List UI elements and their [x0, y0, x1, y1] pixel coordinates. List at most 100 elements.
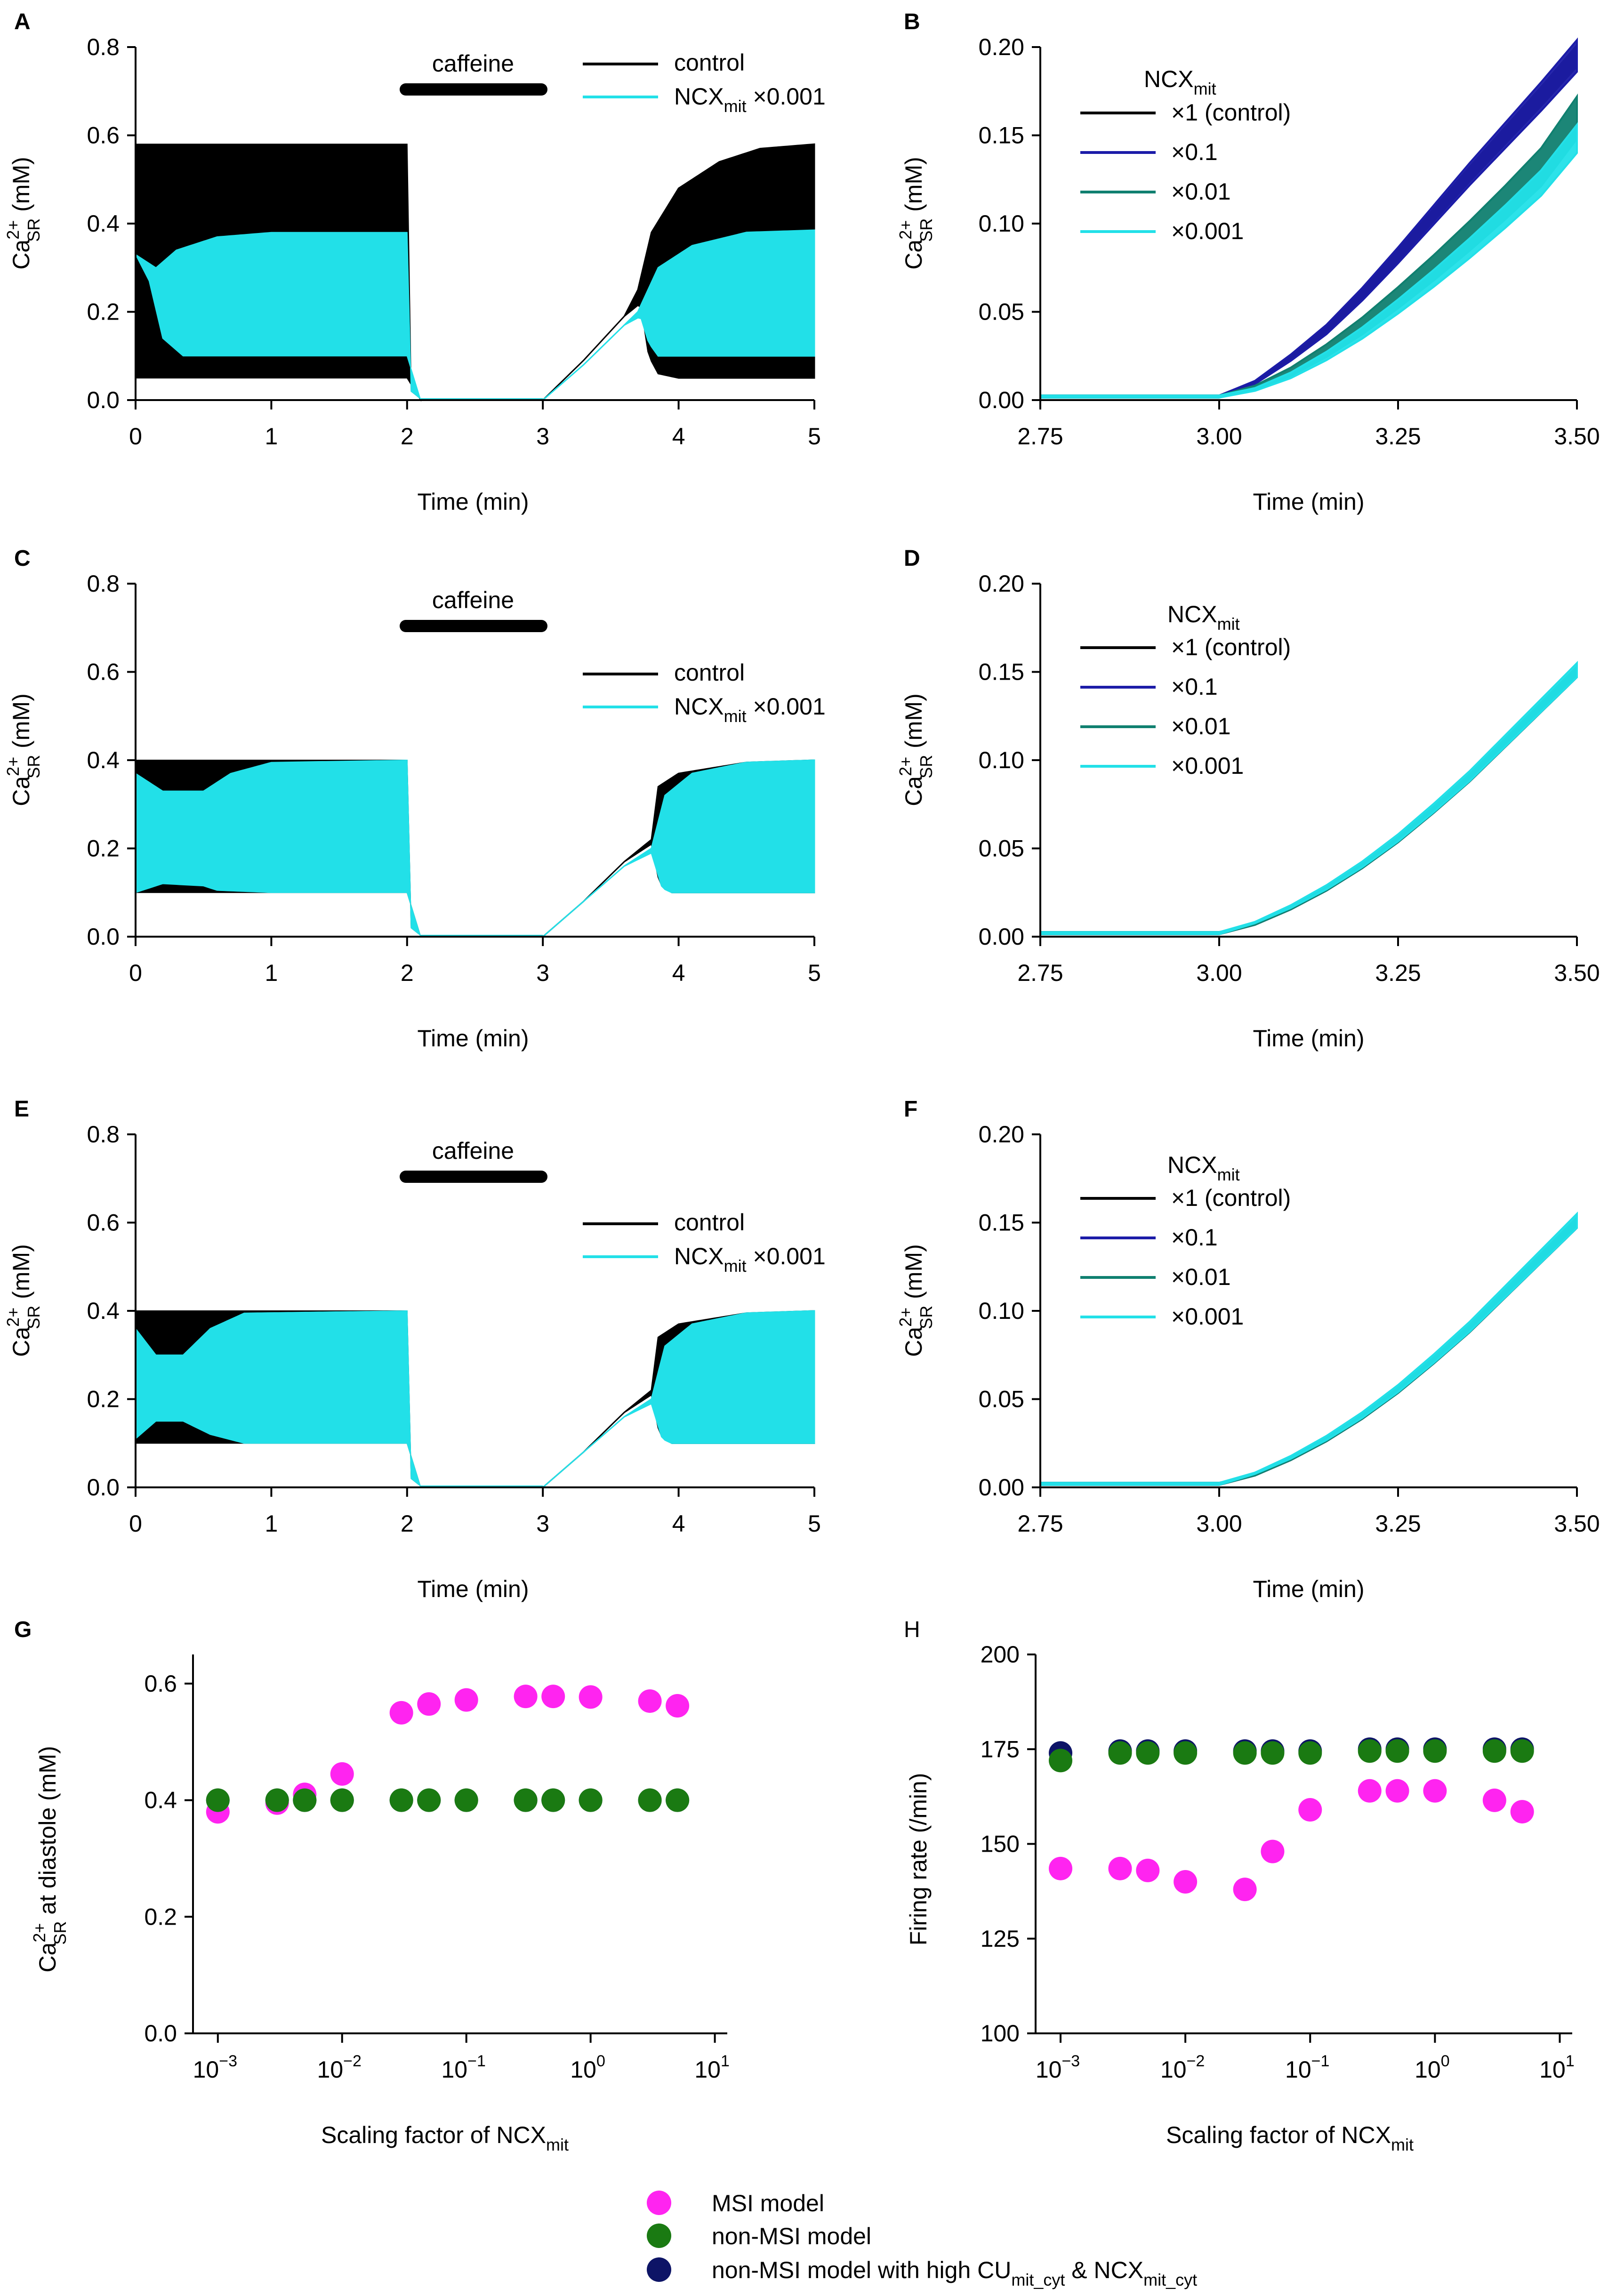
panel-A: A 0.0 0.2 0.4 0.6 0.8 0 1 2 3 4 5 Ca2+SR (mM) Time… [3, 9, 826, 515]
legend: control NCXmit ×0.001 [583, 659, 826, 726]
trace-band-3 [1039, 1211, 1578, 1486]
y-tick-label: 0.0 [87, 1474, 120, 1501]
x-tick-label: 10−3 [1036, 2052, 1080, 2083]
plot-bands [1039, 1211, 1578, 1486]
svg-text:Firing rate (/min): Firing rate (/min) [905, 1773, 932, 1946]
legend-label-x0-1: ×0.1 [1171, 1224, 1218, 1251]
scatter-point-2-1 [265, 1788, 289, 1812]
ylabel-sub: SR [24, 218, 43, 242]
ylabel-sup: 2+ [3, 220, 23, 240]
scatter-point-1-5 [1261, 1839, 1285, 1863]
ylabel-main: Ca [900, 1327, 927, 1357]
x-tick-label: 4 [672, 1510, 685, 1537]
scatter-point-2-0 [206, 1788, 230, 1812]
legend-label-msi: MSI model [712, 2190, 824, 2216]
x-tick-label: 3 [536, 1510, 549, 1537]
scatter-point-2-10 [638, 1788, 662, 1812]
trace-band-3 [1039, 660, 1578, 935]
x-tick-label: 2.75 [1017, 960, 1063, 986]
y-tick-label: 0.6 [87, 659, 120, 685]
x-axis-label: Time (min) [1253, 1576, 1364, 1602]
axes: 0.00 0.05 0.10 0.15 0.20 2.75 3.00 3.25 3.50 [979, 1121, 1600, 1537]
legend-label-x0-1: ×0.1 [1171, 674, 1218, 700]
scatter-point-2-8 [541, 1788, 565, 1812]
legend-label-ncx: NCXmit ×0.001 [674, 1243, 826, 1276]
axes: 0.0 0.2 0.4 0.6 0.8 0 1 2 3 4 5 [87, 570, 820, 986]
y-tick-label: 0.2 [87, 835, 120, 862]
y-tick-label: 200 [981, 1641, 1020, 1668]
scatter-point-2-5 [1261, 1741, 1285, 1765]
y-tick-label: 0.00 [979, 387, 1024, 413]
panel-letter: D [904, 546, 920, 571]
x-axis-label: Scaling factor of NCXmit [321, 2122, 569, 2154]
trace-band-1 [1039, 1215, 1578, 1486]
scatter-point-2-11 [666, 1788, 690, 1812]
scatter-point-2-9 [579, 1788, 603, 1812]
panel-D: D 0.00 0.05 0.10 0.15 0.20 2.75 3.00 3.25 3.50 C… [896, 546, 1600, 1052]
axes: 0.0 0.2 0.4 0.6 0.8 0 1 2 3 4 5 [87, 34, 820, 450]
scatter-point-2-4 [1233, 1741, 1257, 1765]
x-tick-label: 101 [694, 2052, 730, 2083]
y-tick-label: 0.05 [979, 1386, 1024, 1413]
x-axis-label: Time (min) [1253, 1025, 1364, 1052]
x-tick-label: 100 [570, 2052, 605, 2083]
ylabel-tail: (mM) [900, 1244, 927, 1306]
x-axis-label: Time (min) [417, 489, 529, 515]
x-tick-label: 3.00 [1196, 960, 1242, 986]
y-tick-label: 0.8 [87, 570, 120, 597]
scatter-point-1-10 [638, 1689, 662, 1713]
trace-band-3 [1039, 122, 1578, 399]
x-tick-label: 5 [808, 1510, 821, 1537]
x-tick-label: 1 [265, 423, 278, 450]
scatter-point-1-4 [389, 1701, 413, 1725]
scatter-point-2-10 [1482, 1739, 1506, 1763]
panel-letter: E [14, 1097, 29, 1122]
y-tick-label: 0.15 [979, 1210, 1024, 1236]
legend-label-x0-001: ×0.001 [1171, 218, 1244, 244]
scatter-point-2-7 [514, 1788, 538, 1812]
y-tick-label: 0.10 [979, 1298, 1024, 1324]
panel-F: F 0.00 0.05 0.10 0.15 0.20 2.75 3.00 3.25 3.50 C… [896, 1097, 1600, 1602]
scatter-point-2-8 [1385, 1739, 1409, 1763]
y-tick-label: 125 [981, 1926, 1020, 1952]
ylabel-tail: at diastole (mM) [34, 1746, 61, 1921]
axes: 0.0 0.2 0.4 0.6 10−3 10−2 10−1 100 101 [144, 1654, 730, 2083]
scatter-point-1-10 [1482, 1788, 1506, 1812]
scatter-point-2-2 [293, 1788, 317, 1812]
ylabel-main: Ca [8, 776, 34, 806]
scatter-point-1-8 [541, 1685, 565, 1709]
x-tick-label: 101 [1539, 2052, 1575, 2083]
x-tick-label: 3.50 [1554, 423, 1600, 450]
panel-letter: F [904, 1097, 917, 1122]
x-tick-label: 2 [401, 1510, 414, 1537]
x-tick-label: 0 [129, 423, 142, 450]
y-tick-label: 0.00 [979, 1474, 1024, 1501]
scatter-point-1-7 [514, 1685, 538, 1709]
legend-label-high: non-MSI model with high CUmit_cyt & NCXm… [712, 2257, 1197, 2289]
y-tick-label: 0.2 [87, 1386, 120, 1413]
y-tick-label: 175 [981, 1736, 1020, 1762]
legend-label-ncx: NCXmit ×0.001 [674, 693, 826, 726]
legend: NCXmit ×1 (control) ×0.1 ×0.01 ×0.001 [1080, 601, 1291, 779]
scatter-point-2-0 [1049, 1749, 1073, 1773]
plot-bands [135, 759, 815, 938]
y-axis-label: Ca2+SR (mM) [3, 1244, 43, 1357]
y-axis-label: Ca2+SR (mM) [3, 157, 43, 269]
y-tick-label: 100 [981, 2020, 1020, 2047]
x-axis-label: Scaling factor of NCXmit [1166, 2122, 1414, 2154]
recovery-band-1 [542, 229, 815, 401]
y-tick-label: 0.6 [87, 122, 120, 149]
panel-E: E 0.0 0.2 0.4 0.6 0.8 0 1 2 3 4 5 Ca2+SR (mM) Time… [3, 1097, 826, 1602]
scatter-point-2-3 [1174, 1741, 1198, 1765]
x-tick-label: 2.75 [1017, 423, 1063, 450]
y-tick-label: 150 [981, 1831, 1020, 1857]
x-tick-label: 3.00 [1196, 423, 1242, 450]
y-tick-label: 0.0 [87, 387, 120, 413]
y-tick-label: 0.8 [87, 1121, 120, 1148]
x-tick-label: 3.00 [1196, 1510, 1242, 1537]
y-tick-label: 0.20 [979, 1121, 1024, 1148]
scatter-point-1-3 [1174, 1870, 1198, 1894]
scatter-point-1-6 [454, 1688, 478, 1712]
scatter-point-2-9 [1423, 1739, 1447, 1763]
x-tick-label: 0 [129, 1510, 142, 1537]
